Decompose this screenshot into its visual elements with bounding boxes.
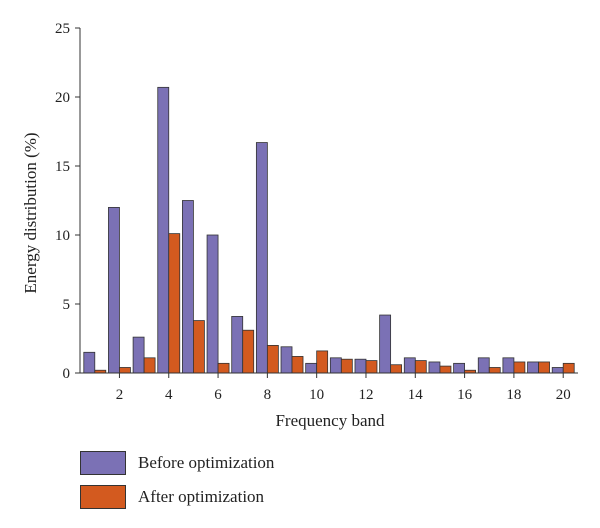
bar-before-13 — [379, 314, 392, 374]
bar-after-19 — [538, 361, 550, 374]
axes-group: 0 5 10 15 20 25 2 4 6 8 10 12 14 16 18 20 — [55, 21, 578, 403]
x-tick-label: 8 — [264, 387, 272, 403]
bar-after-15 — [439, 365, 452, 374]
x-tick-label: 18 — [506, 387, 521, 403]
x-tick-label: 14 — [408, 387, 424, 403]
legend-swatch-before — [80, 451, 126, 475]
bar-after-12 — [365, 360, 378, 374]
bar-after-9 — [291, 356, 304, 374]
x-axis-title: Frequency band — [275, 411, 385, 430]
y-tick-label: 15 — [55, 159, 70, 175]
y-tick-label: 20 — [55, 90, 70, 106]
y-axis-title: Energy distribution (%) — [21, 132, 40, 293]
bar-chart: 0 5 10 15 20 25 2 4 6 8 10 12 14 16 18 20 Frequency ban… — [21, 21, 578, 430]
legend: Before optimization After optimization — [80, 449, 274, 517]
bar-before-2 — [108, 206, 120, 374]
bar-after-17 — [488, 367, 501, 374]
bar-before-20 — [551, 367, 564, 374]
bar-before-16 — [453, 362, 465, 374]
bar-after-11 — [340, 358, 353, 374]
bar-after-3 — [143, 357, 156, 374]
bar-before-17 — [477, 357, 490, 374]
bar-after-8 — [266, 344, 279, 374]
bar-before-7 — [231, 316, 244, 374]
bar-after-4 — [168, 233, 181, 374]
x-tick-label: 4 — [165, 387, 173, 403]
bar-after-5 — [193, 320, 205, 374]
bar-after-14 — [414, 360, 427, 374]
bar-before-18 — [502, 357, 515, 374]
y-tick-label: 0 — [63, 366, 71, 382]
x-tick-label: 16 — [457, 387, 473, 403]
x-tick-label: 20 — [556, 387, 571, 403]
y-tick-label: 5 — [63, 297, 71, 313]
x-tick-label: 12 — [358, 387, 373, 403]
bar-after-13 — [390, 364, 403, 374]
bar-before-12 — [354, 358, 367, 374]
bar-before-6 — [206, 234, 219, 374]
bar-before-1 — [83, 351, 96, 374]
bars-group — [83, 86, 575, 374]
bar-before-14 — [403, 357, 416, 374]
bar-before-5 — [182, 200, 194, 374]
bar-after-18 — [513, 361, 526, 374]
bar-before-15 — [428, 361, 441, 374]
legend-label-before: Before optimization — [138, 453, 275, 472]
bar-after-10 — [316, 350, 329, 374]
bar-before-19 — [527, 361, 539, 374]
bar-before-3 — [132, 336, 145, 374]
y-tick-label: 25 — [55, 21, 70, 37]
bar-before-10 — [305, 362, 318, 374]
legend-label-after: After optimization — [138, 487, 265, 506]
bar-after-7 — [242, 329, 255, 374]
x-tick-label: 10 — [309, 387, 324, 403]
x-tick-label: 6 — [214, 387, 222, 403]
legend-swatch-after — [80, 485, 126, 509]
bar-before-4 — [157, 86, 170, 374]
bar-after-2 — [119, 367, 131, 374]
bar-before-8 — [255, 142, 268, 374]
x-tick-label: 2 — [116, 387, 124, 403]
legend-item-after: After optimization — [80, 483, 274, 511]
y-tick-label: 10 — [55, 228, 70, 244]
bar-after-20 — [562, 362, 575, 374]
bar-after-6 — [217, 362, 230, 374]
bar-before-9 — [280, 346, 293, 374]
legend-item-before: Before optimization — [80, 449, 274, 477]
bar-before-11 — [329, 357, 342, 374]
